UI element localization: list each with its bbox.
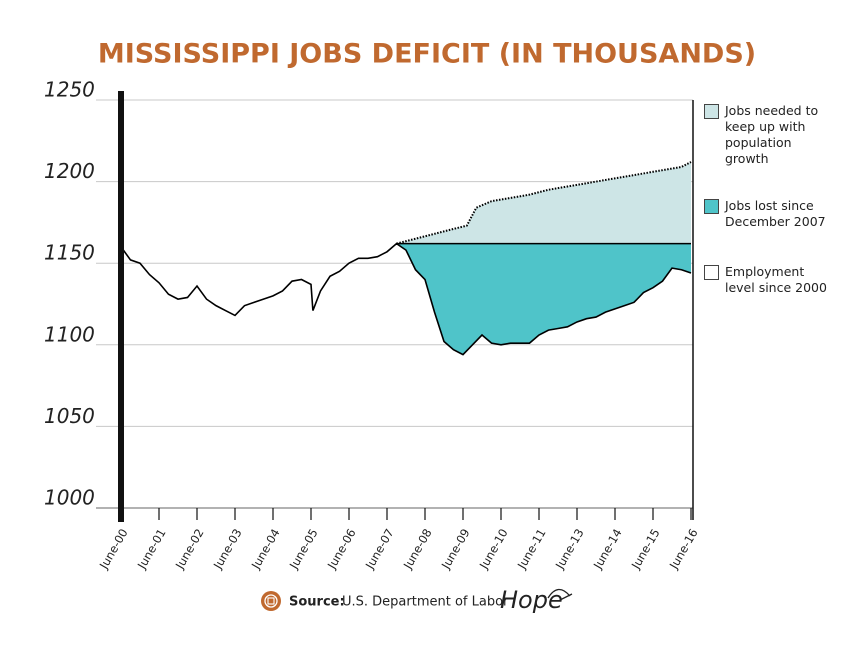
- chart-title: MISSISSIPPI JOBS DEFICIT (IN THOUSANDS): [98, 39, 756, 70]
- x-tick-label: June-02: [172, 526, 207, 572]
- x-tick-label: June-11: [514, 526, 549, 572]
- lost-area: [396, 243, 691, 355]
- x-tick-label: June-09: [438, 526, 473, 572]
- legend-item: Jobs lost since December 2007: [704, 198, 835, 230]
- y-tick-label: 1200: [44, 159, 95, 183]
- legend-label: Jobs needed to keep up with population g…: [725, 103, 819, 166]
- y-tick-label: 1250: [44, 78, 95, 102]
- legend-swatch: [704, 104, 719, 119]
- x-tick-label: June-00: [96, 526, 131, 572]
- source: U.S. Department of Labor: [342, 595, 509, 610]
- legend-item: Employment level since 2000: [704, 264, 835, 296]
- x-tick-label: June-14: [590, 526, 625, 572]
- legend-label: Jobs lost since December 2007: [725, 198, 826, 229]
- x-tick-label: June-16: [666, 526, 701, 572]
- needed-line: [396, 161, 692, 245]
- logo: Hope: [500, 586, 563, 614]
- y-tick-label: 1100: [44, 322, 95, 346]
- employment-line: [120, 242, 692, 356]
- x-tick-label: June-03: [210, 526, 245, 572]
- source-icon: [261, 591, 281, 611]
- x-tick-label: June-01: [134, 526, 169, 572]
- y-tick-label: 1150: [44, 241, 95, 265]
- x-tick-label: June-08: [400, 526, 435, 572]
- legend-label: Employment level since 2000: [725, 264, 827, 295]
- logo-bird: [547, 588, 573, 601]
- legend-swatch: [704, 199, 719, 214]
- y-tick-label: 1000: [44, 486, 95, 510]
- x-tick-label: June-04: [248, 526, 283, 572]
- legend-swatch: [704, 265, 719, 280]
- needed-area: [396, 162, 691, 244]
- legend-item: Jobs needed to keep up with population g…: [704, 103, 835, 167]
- source-label: Source:: [289, 595, 345, 610]
- x-tick-label: June-07: [362, 526, 397, 572]
- x-tick-label: June-06: [324, 526, 359, 572]
- y-tick-label: 1050: [44, 404, 95, 428]
- x-tick-label: June-10: [476, 526, 511, 572]
- x-tick-label: June-05: [286, 526, 321, 572]
- x-tick-label: June-13: [552, 526, 587, 572]
- x-tick-label: June-15: [628, 526, 663, 572]
